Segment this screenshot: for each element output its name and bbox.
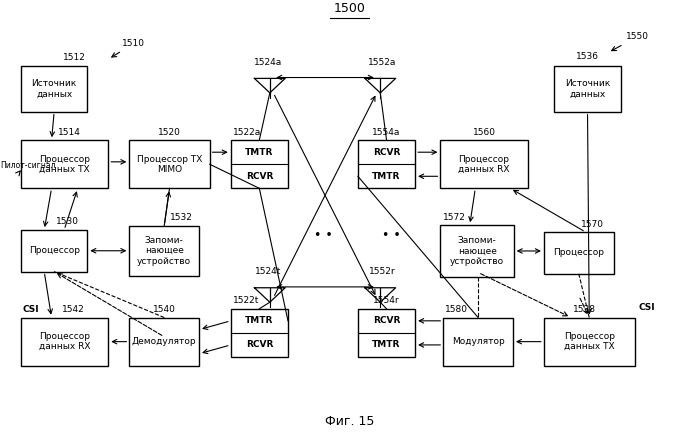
FancyBboxPatch shape bbox=[544, 318, 635, 366]
Text: Процессор: Процессор bbox=[29, 246, 80, 255]
Text: RCVR: RCVR bbox=[373, 316, 401, 325]
Text: CSI: CSI bbox=[22, 305, 39, 314]
Text: 1524a: 1524a bbox=[254, 57, 282, 67]
FancyBboxPatch shape bbox=[129, 318, 199, 366]
Text: 1520: 1520 bbox=[158, 127, 181, 137]
Text: 1512: 1512 bbox=[63, 53, 86, 62]
Text: • •: • • bbox=[382, 229, 401, 242]
FancyBboxPatch shape bbox=[129, 140, 210, 188]
FancyBboxPatch shape bbox=[440, 140, 528, 188]
Text: 1514: 1514 bbox=[57, 127, 80, 137]
Text: RCVR: RCVR bbox=[373, 148, 401, 157]
Text: Процессор: Процессор bbox=[554, 248, 604, 258]
FancyBboxPatch shape bbox=[443, 318, 513, 366]
FancyBboxPatch shape bbox=[440, 225, 514, 277]
FancyBboxPatch shape bbox=[358, 309, 415, 357]
FancyBboxPatch shape bbox=[21, 66, 87, 112]
Text: 1500: 1500 bbox=[333, 2, 366, 15]
Text: Запоми-
нающее
устройство: Запоми- нающее устройство bbox=[450, 236, 504, 266]
FancyBboxPatch shape bbox=[231, 309, 288, 357]
Text: 1550: 1550 bbox=[612, 32, 649, 51]
Text: 1538: 1538 bbox=[573, 305, 596, 314]
FancyBboxPatch shape bbox=[358, 140, 415, 188]
Text: Запоми-
нающее
устройство: Запоми- нающее устройство bbox=[137, 236, 192, 266]
Text: Процессор TX
MIMO: Процессор TX MIMO bbox=[137, 155, 202, 174]
Text: 1522t: 1522t bbox=[233, 296, 259, 305]
Text: 1522a: 1522a bbox=[233, 127, 261, 137]
FancyBboxPatch shape bbox=[554, 66, 621, 112]
Text: 1560: 1560 bbox=[473, 127, 496, 137]
FancyBboxPatch shape bbox=[129, 226, 199, 276]
Text: Процессор
данных RX: Процессор данных RX bbox=[39, 332, 90, 351]
Text: Фиг. 15: Фиг. 15 bbox=[325, 415, 374, 428]
FancyBboxPatch shape bbox=[544, 232, 614, 274]
Text: TMTR: TMTR bbox=[245, 148, 273, 157]
Text: 1554r: 1554r bbox=[373, 296, 400, 305]
Text: 1542: 1542 bbox=[62, 305, 85, 314]
Text: Процессор
данных TX: Процессор данных TX bbox=[564, 332, 614, 351]
Text: TMTR: TMTR bbox=[245, 316, 273, 325]
Text: 1536: 1536 bbox=[576, 52, 599, 61]
Text: TMTR: TMTR bbox=[373, 172, 401, 181]
Text: 1530: 1530 bbox=[56, 217, 79, 226]
Text: RCVR: RCVR bbox=[245, 340, 273, 350]
Text: 1524t: 1524t bbox=[254, 267, 281, 276]
FancyBboxPatch shape bbox=[21, 318, 108, 366]
Text: Источник
данных: Источник данных bbox=[31, 79, 77, 99]
Text: Процессор
данных RX: Процессор данных RX bbox=[459, 155, 510, 174]
FancyBboxPatch shape bbox=[21, 230, 87, 272]
Text: Пилот-сигнал: Пилот-сигнал bbox=[0, 161, 55, 170]
Text: 1540: 1540 bbox=[153, 305, 175, 314]
Text: Процессор
данных TX: Процессор данных TX bbox=[39, 155, 90, 174]
FancyBboxPatch shape bbox=[21, 140, 108, 188]
Text: 1572: 1572 bbox=[442, 212, 466, 222]
Text: • •: • • bbox=[315, 229, 333, 242]
FancyBboxPatch shape bbox=[231, 140, 288, 188]
Text: Источник
данных: Источник данных bbox=[565, 79, 610, 99]
Text: CSI: CSI bbox=[638, 303, 655, 312]
Text: 1570: 1570 bbox=[582, 219, 604, 229]
Text: 1554a: 1554a bbox=[373, 127, 401, 137]
Text: TMTR: TMTR bbox=[373, 340, 401, 350]
Text: Модулятор: Модулятор bbox=[452, 337, 505, 346]
Text: Демодулятор: Демодулятор bbox=[132, 337, 196, 346]
Text: 1510: 1510 bbox=[112, 39, 145, 57]
Text: 1552a: 1552a bbox=[368, 57, 396, 67]
Text: 1552r: 1552r bbox=[369, 267, 396, 276]
Text: 1532: 1532 bbox=[171, 213, 193, 222]
Text: RCVR: RCVR bbox=[245, 172, 273, 181]
Text: 1580: 1580 bbox=[445, 305, 468, 314]
